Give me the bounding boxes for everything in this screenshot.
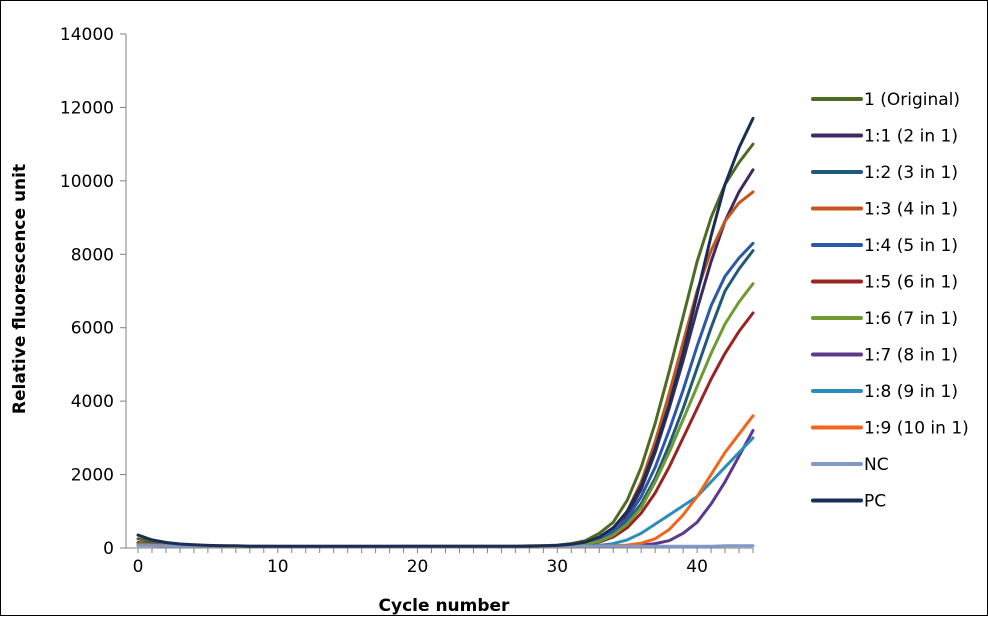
- legend-label: 1:6 (7 in 1): [864, 309, 958, 329]
- y-tick-label: 2000: [71, 466, 114, 486]
- series-lines: [138, 118, 753, 546]
- series-line-5: [138, 243, 753, 546]
- series-line-7: [138, 284, 753, 547]
- y-axis-title: Relative fluorescence unit: [10, 164, 30, 414]
- legend-label: 1 (Original): [864, 90, 960, 110]
- x-tick-label: 10: [267, 557, 289, 577]
- legend: 1 (Original) 1:1 (2 in 1) 1:2 (3 in 1) 1:3 …: [813, 90, 969, 512]
- legend-label: 1:1 (2 in 1): [864, 127, 958, 147]
- legend-label: 1:5 (6 in 1): [864, 273, 958, 293]
- y-tick-label: 14000: [60, 25, 114, 45]
- y-tick-label: 8000: [71, 245, 114, 265]
- y-tick-label: 10000: [60, 172, 114, 192]
- legend-label: 1:4 (5 in 1): [864, 236, 958, 256]
- legend-label: 1:9 (10 in 1): [864, 419, 969, 439]
- series-line-8: [138, 431, 753, 547]
- series-line-1: [138, 144, 753, 546]
- legend-label: 1:8 (9 in 1): [864, 382, 958, 402]
- x-axis-title: Cycle number: [379, 596, 511, 616]
- legend-label: 1:7 (8 in 1): [864, 346, 958, 366]
- x-tick-label: 30: [546, 557, 568, 577]
- x-tick-label: 40: [686, 557, 708, 577]
- y-tick-label: 0: [103, 539, 114, 559]
- x-tick-label: 20: [407, 557, 429, 577]
- legend-label: 1:3 (4 in 1): [864, 200, 958, 220]
- legend-label: PC: [864, 492, 886, 512]
- y-tick-label: 4000: [71, 392, 114, 412]
- x-tick-label: 0: [133, 557, 144, 577]
- y-tick-label: 6000: [71, 319, 114, 339]
- legend-label: 1:2 (3 in 1): [864, 163, 958, 183]
- series-line-4: [138, 192, 753, 547]
- y-tick-label: 12000: [60, 98, 114, 118]
- series-line-2: [138, 170, 753, 547]
- legend-label: NC: [864, 455, 889, 475]
